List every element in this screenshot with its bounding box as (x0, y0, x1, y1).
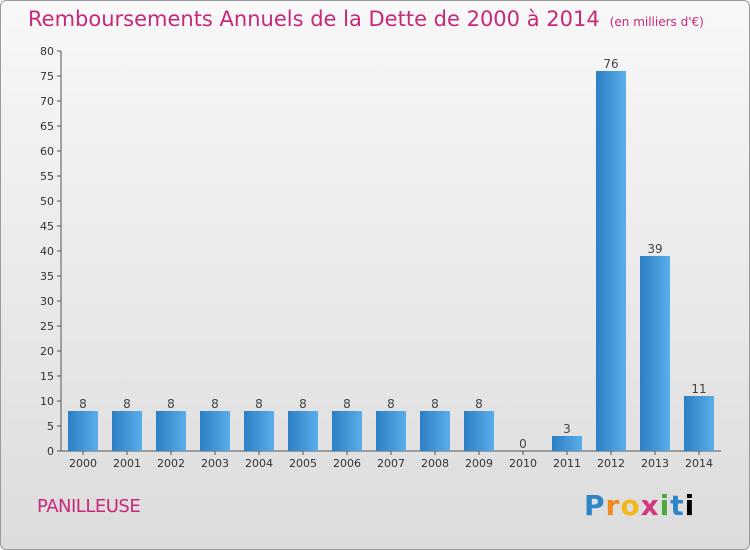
y-tick-label: 30 (40, 295, 54, 308)
x-tick-label: 2006 (333, 457, 361, 470)
x-tick-label: 2002 (157, 457, 185, 470)
logo-letter: i (684, 489, 696, 522)
bar (112, 411, 142, 451)
x-tick-label: 2003 (201, 457, 229, 470)
data-label: 8 (255, 397, 263, 411)
data-label: 8 (211, 397, 219, 411)
x-tick-label: 2010 (509, 457, 537, 470)
logo-letter: o (620, 489, 641, 522)
bar (640, 256, 670, 451)
data-label: 8 (431, 397, 439, 411)
bar (332, 411, 362, 451)
x-tick-label: 2014 (685, 457, 713, 470)
data-label: 8 (167, 397, 175, 411)
x-tick-label: 2011 (553, 457, 581, 470)
bar (596, 71, 626, 451)
y-tick-label: 25 (40, 320, 54, 333)
y-tick-label: 50 (40, 195, 54, 208)
y-tick-label: 60 (40, 145, 54, 158)
x-tick-label: 2001 (113, 457, 141, 470)
logo-letter: P (584, 489, 606, 522)
x-tick-label: 2004 (245, 457, 273, 470)
unit-label: (en milliers d'€) (609, 15, 704, 29)
y-tick-label: 70 (40, 95, 54, 108)
bar (156, 411, 186, 451)
logo-letter: i (659, 489, 671, 522)
data-label: 8 (387, 397, 395, 411)
y-tick-label: 15 (40, 370, 54, 383)
y-tick-label: 10 (40, 395, 54, 408)
data-label: 11 (691, 382, 706, 396)
bar (68, 411, 98, 451)
proxiti-logo: Proxiti (584, 489, 695, 522)
y-tick-label: 35 (40, 270, 54, 283)
y-tick-label: 45 (40, 220, 54, 233)
y-tick-label: 75 (40, 70, 54, 83)
bar (200, 411, 230, 451)
bar (684, 396, 714, 451)
y-tick-label: 65 (40, 120, 54, 133)
x-tick-label: 2013 (641, 457, 669, 470)
logo-letter: t (670, 489, 685, 522)
logo-letter: r (605, 489, 621, 522)
bar (552, 436, 582, 451)
bar (420, 411, 450, 451)
place-name: PANILLEUSE (37, 496, 141, 517)
y-tick-label: 0 (47, 445, 54, 458)
x-tick-label: 2008 (421, 457, 449, 470)
x-tick-label: 2007 (377, 457, 405, 470)
logo-letter: x (640, 489, 660, 522)
chart-title: Remboursements Annuels de la Dette de 20… (28, 7, 704, 31)
bar (464, 411, 494, 451)
data-label: 8 (123, 397, 131, 411)
data-label: 0 (519, 437, 527, 451)
x-tick-label: 2009 (465, 457, 493, 470)
data-label: 8 (475, 397, 483, 411)
bars (68, 71, 714, 451)
x-tick-label: 2005 (289, 457, 317, 470)
y-tick-label: 40 (40, 245, 54, 258)
y-tick-label: 55 (40, 170, 54, 183)
data-label: 76 (603, 57, 618, 71)
bar (244, 411, 274, 451)
data-label: 8 (79, 397, 87, 411)
y-tick-label: 80 (40, 45, 54, 58)
data-label: 3 (563, 422, 571, 436)
data-label: 39 (647, 242, 662, 256)
x-tick-label: 2000 (69, 457, 97, 470)
y-tick-label: 5 (47, 420, 54, 433)
y-tick-label: 20 (40, 345, 54, 358)
title-text: Remboursements Annuels de la Dette de 20… (28, 7, 600, 31)
data-label: 8 (343, 397, 351, 411)
data-labels: 8 8 8 8 8 8 8 8 8 8 0 3 76 39 11 (79, 57, 706, 451)
x-tick-label: 2012 (597, 457, 625, 470)
bar (288, 411, 318, 451)
data-label: 8 (299, 397, 307, 411)
bar (376, 411, 406, 451)
